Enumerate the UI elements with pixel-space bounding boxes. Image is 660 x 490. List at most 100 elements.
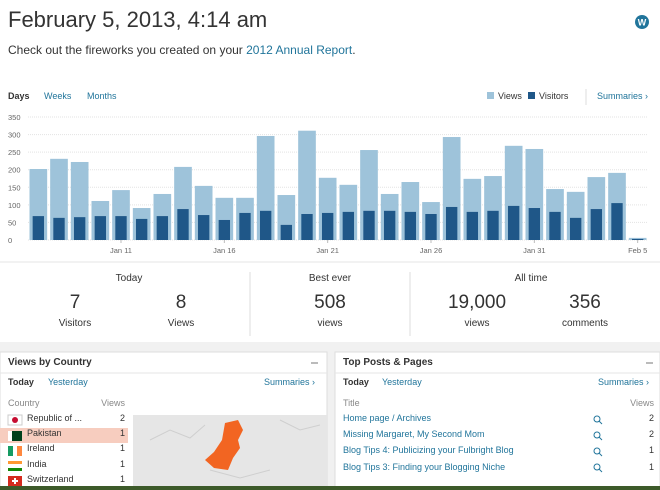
stat-heading: All time: [514, 273, 548, 284]
tab[interactable]: Yesterday: [48, 377, 88, 387]
map-borders: [149, 419, 321, 479]
bar: [487, 210, 499, 240]
tab[interactable]: Today: [343, 377, 369, 387]
stat-value: 19,000: [447, 292, 507, 313]
post-title[interactable]: Blog Tips 4: Publicizing your Fulbright …: [343, 445, 514, 456]
y-tick-label: 150: [8, 183, 21, 192]
panel-title: Views by Country: [8, 357, 92, 368]
country-name: Switzerland: [27, 473, 74, 484]
intro-text: Check out the fireworks you created on y…: [8, 43, 247, 57]
post-title[interactable]: Home page / Archives: [343, 413, 432, 423]
flag: [8, 431, 22, 441]
tab[interactable]: Days: [8, 91, 30, 101]
bar: [590, 209, 603, 240]
stat-label: views: [317, 318, 343, 329]
summaries-link[interactable]: Summaries ›: [598, 377, 650, 387]
y-tick-label: 200: [8, 166, 21, 175]
bar: [549, 211, 561, 240]
page-title: February 5, 2013, 4:14 am: [8, 7, 268, 32]
tab[interactable]: Months: [87, 91, 117, 101]
bar: [631, 238, 644, 240]
bar: [363, 210, 375, 240]
country-views: 1: [119, 458, 125, 469]
x-tick-label: Jan 16: [213, 246, 236, 255]
x-tick-label: Jan 21: [316, 246, 339, 255]
summaries-link[interactable]: Summaries ›: [597, 91, 649, 101]
wp-logo[interactable]: [635, 15, 649, 29]
tab[interactable]: Yesterday: [382, 377, 422, 387]
x-tick-label: Jan 31: [523, 246, 546, 255]
stat-value: 8: [175, 292, 187, 313]
stat-label: Views: [167, 318, 195, 329]
stat-value: 7: [69, 292, 81, 313]
tab[interactable]: Weeks: [44, 91, 72, 101]
y-tick-label: 50: [8, 218, 16, 227]
x-tick-label: Jan 11: [110, 246, 132, 255]
x-tick-label: Jan 26: [420, 246, 443, 255]
bar: [301, 213, 313, 240]
intro: Check out the fireworks you created on y…: [8, 43, 356, 57]
bar: [53, 217, 65, 240]
bar: [259, 210, 272, 240]
column-header: Views: [630, 398, 654, 408]
bar: [298, 130, 316, 240]
bar: [466, 211, 479, 240]
column-header: Views: [101, 398, 125, 408]
post-views: 1: [648, 445, 654, 456]
bar: [239, 212, 251, 240]
post-title[interactable]: Missing Margaret, My Second Mom: [343, 429, 485, 440]
country-name: Pakistan: [27, 428, 62, 439]
panel-title: Top Posts & Pages: [343, 357, 433, 368]
tab[interactable]: Today: [8, 377, 34, 387]
bar: [280, 224, 293, 240]
bar: [218, 219, 231, 240]
bar: [383, 210, 396, 240]
bar: [156, 216, 169, 240]
country-name: India: [27, 458, 47, 469]
y-tick-label: 250: [8, 148, 21, 157]
post-views: 2: [648, 429, 654, 440]
row-highlight: [0, 428, 128, 443]
legend-item: Views: [487, 91, 522, 101]
flag: [8, 446, 22, 456]
preview-icons[interactable]: [593, 415, 603, 473]
flag: [8, 461, 22, 471]
panel: [334, 351, 660, 490]
country-name: Ireland: [27, 443, 55, 454]
x-tick-label: Feb 5: [628, 246, 647, 255]
column-header: Country: [8, 398, 40, 408]
post-title[interactable]: Blog Tips 3: Finding your Blogging Niche: [343, 461, 506, 472]
bar: [94, 216, 107, 240]
bar: [115, 216, 127, 240]
legend-label: Visitors: [539, 91, 569, 101]
bottom-strip: [0, 486, 660, 490]
wp-logo-glyph: W: [638, 18, 647, 28]
map-country: [205, 420, 243, 470]
bar: [342, 211, 355, 240]
country-name: Republic of ...: [27, 413, 83, 423]
country-views: 1: [119, 428, 125, 439]
legend-label: Views: [498, 91, 522, 101]
bar: [528, 208, 541, 240]
stat-label: Visitors: [58, 318, 92, 329]
y-tick-label: 350: [8, 113, 21, 122]
column-header: Title: [343, 398, 360, 408]
stat-heading: Today: [115, 273, 143, 284]
legend-swatch: [487, 92, 494, 99]
post-views: 1: [648, 461, 654, 472]
legend-item: Visitors: [528, 91, 568, 101]
bar: [73, 217, 86, 240]
y-tick-label: 100: [8, 201, 21, 210]
bar: [507, 205, 520, 240]
bar: [135, 218, 148, 240]
bar: [197, 215, 210, 240]
summaries-link[interactable]: Summaries ›: [264, 377, 316, 387]
report-link[interactable]: 2012 Annual Report: [246, 43, 353, 57]
country-views: 1: [119, 443, 125, 454]
stat-label: views: [464, 318, 490, 329]
legend-swatch: [528, 92, 535, 99]
bar: [32, 216, 45, 240]
bar: [425, 213, 437, 240]
